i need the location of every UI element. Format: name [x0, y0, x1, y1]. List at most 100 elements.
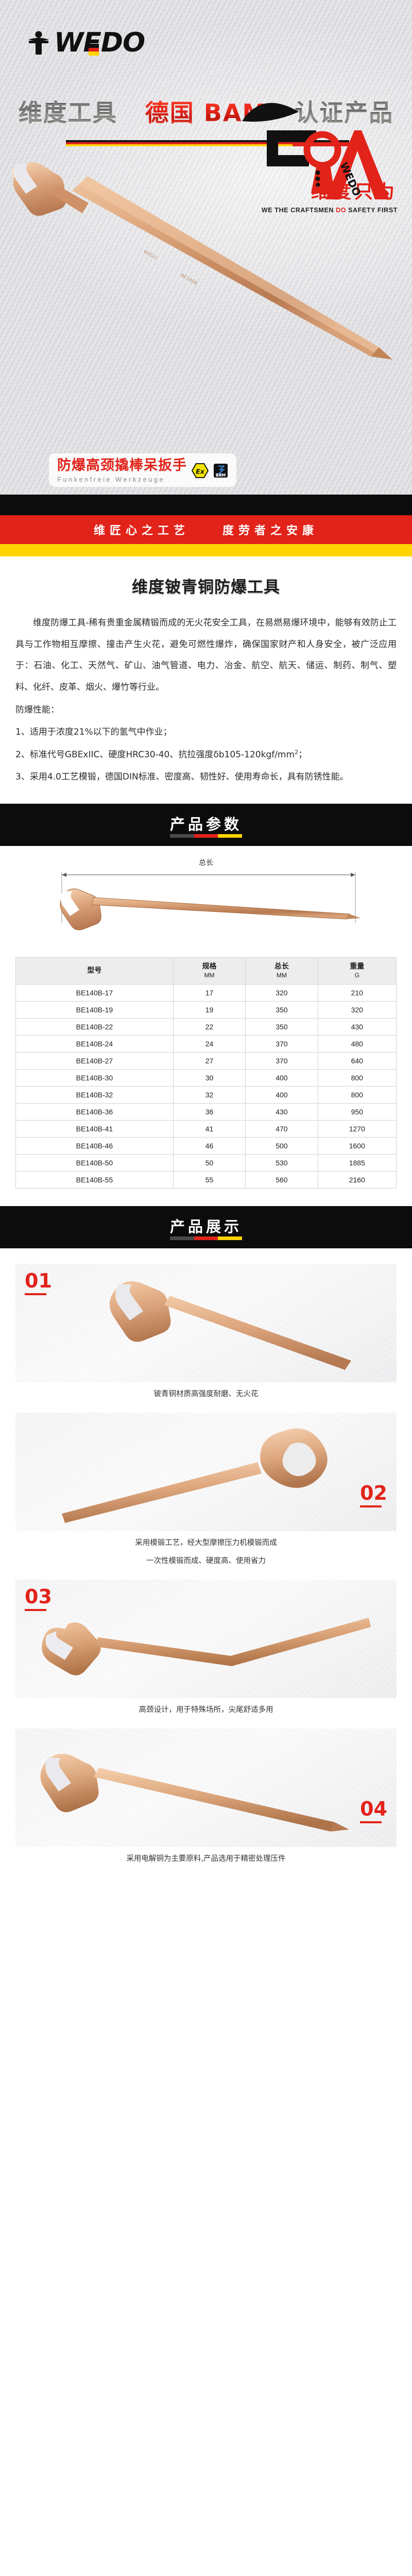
cell-size: 19: [173, 1001, 246, 1019]
th-model: 型号: [15, 957, 174, 985]
product-name-de: Funkenfreie Werkzeuge: [57, 475, 165, 483]
product-name-badge: 防爆高颈撬棒呆扳手 Funkenfreie Werkzeuge Ex BAM: [49, 453, 236, 487]
svg-text:WEDO: WEDO: [143, 249, 158, 261]
cell-model: BE140B-17: [15, 984, 174, 1002]
cell-model: BE140B-36: [15, 1103, 174, 1121]
th-weight-main: 重量: [350, 962, 365, 971]
cell-weight: 800: [317, 1069, 397, 1087]
svg-text:Ex: Ex: [196, 467, 205, 475]
svg-text:BE140B: BE140B: [180, 273, 198, 286]
headline-part-2: 认证产品: [295, 99, 394, 127]
table-row: BE140B-19 19 350 320: [15, 1001, 397, 1019]
cell-size: 36: [173, 1103, 246, 1121]
showcase-photo: 01: [15, 1264, 397, 1383]
wedo-wordmark: WEDO: [54, 27, 145, 58]
table-row: BE140B-24 24 370 480: [15, 1035, 397, 1053]
cell-model: BE140B-27: [15, 1052, 174, 1070]
banner-stripe-black: [0, 495, 412, 515]
th-weight: 重量 G: [317, 957, 397, 985]
ce-certification-watermark: [242, 103, 341, 193]
performance-item-1: 1、适用于浓度21%以下的氢气中作业；: [15, 727, 172, 738]
brand-slogan-en: WE THE CRAFTSMEN DO SAFETY FIRST: [243, 207, 398, 214]
headline-part-1: 维度工具: [18, 99, 117, 127]
cell-length: 430: [245, 1103, 318, 1121]
th-size-sub: MM: [204, 972, 215, 979]
title-ribbon: [170, 834, 243, 838]
showcase-caption: 采用电解铜为主要原料,产品选用于精密处理压件: [126, 1855, 286, 1863]
performance-item-3: 3、采用4.0工艺模锻，德国DIN标准、密度高、韧性好、使用寿命长，具有防锈性能…: [15, 772, 349, 783]
cell-model: BE140B-24: [15, 1035, 174, 1053]
bam-certification-icon: BAM: [213, 463, 228, 478]
section-title-parameters: 产品参数: [0, 804, 412, 846]
cell-model: BE140B-19: [15, 1001, 174, 1019]
spec-drawing: 总长: [0, 846, 412, 955]
performance-item-2-sup: 2: [295, 749, 299, 756]
cell-weight: 1600: [317, 1137, 397, 1155]
th-model-main: 型号: [87, 966, 102, 975]
cell-length: 370: [245, 1035, 318, 1053]
brand-logo-lockup: WEDO: [27, 29, 145, 56]
german-flag-rule: [66, 140, 349, 147]
cell-size: 41: [173, 1120, 246, 1138]
cell-size: 50: [173, 1154, 246, 1172]
cell-weight: 210: [317, 984, 397, 1002]
table-row: BE140B-41 41 470 1270: [15, 1120, 397, 1138]
cell-weight: 1270: [317, 1120, 397, 1138]
page-bottom-spacer: [0, 1865, 412, 1880]
cell-model: BE140B-30: [15, 1069, 174, 1087]
performance-label: 防爆性能：: [15, 704, 59, 715]
product-description: 维度铍青铜防爆工具 维度防爆工具-稀有贵重金属精锻而成的无火花安全工具，在易燃易…: [0, 556, 412, 804]
table-row: BE140B-17 17 320 210: [15, 984, 397, 1002]
th-weight-sub: G: [354, 972, 359, 979]
table-row: BE140B-50 50 530 1885: [15, 1154, 397, 1172]
parameters-title-text: 产品参数: [169, 816, 242, 834]
showcase-item: 02 采用模锻工艺，经大型摩擦压力机模锻而成: [15, 1413, 397, 1550]
cell-size: 17: [173, 984, 246, 1002]
table-row: BE140B-27 27 370 640: [15, 1052, 397, 1070]
brand-slogan-block: WEDO 维度只为 WE THE CRAFTSMEN DO SAFETY FIR…: [243, 130, 398, 214]
showcase-caption: 采用模锻工艺，经大型摩擦压力机模锻而成: [135, 1539, 277, 1548]
slogan-do: DO: [336, 207, 347, 214]
cell-weight: 320: [317, 1001, 397, 1019]
showcase-caption-extra: 一次性模锻而成、硬度高、使用省力: [146, 1557, 266, 1566]
cell-size: 22: [173, 1018, 246, 1036]
cell-weight: 950: [317, 1103, 397, 1121]
showcase-step-number: 04: [360, 1799, 387, 1824]
wedo-person-anvil-icon: [28, 31, 49, 55]
cell-length: 470: [245, 1120, 318, 1138]
product-showcase: 01 铍青铜材质高强度耐磨、无火花 02 采用模锻工艺，经大型摩擦压力机模锻而成 一次…: [0, 1248, 412, 1866]
th-length: 总长 MM: [245, 957, 318, 985]
showcase-step-number: 02: [360, 1483, 387, 1508]
headline-part-red: 德国 BAM: [145, 99, 267, 127]
cell-model: BE140B-46: [15, 1137, 174, 1155]
performance-item-2-text: 2、标准代号GBExIIC、硬度HRC30-40、抗拉强度δb105-120kg…: [15, 749, 295, 760]
cell-weight: 1885: [317, 1154, 397, 1172]
table-row: BE140B-55 55 560 2160: [15, 1171, 397, 1189]
step-number-underline: [25, 1293, 46, 1296]
showcase-item: 04 采用电解铜为主要原料,产品选用于精密处理压件: [15, 1728, 397, 1866]
german-flag-accent: [89, 44, 99, 56]
cell-size: 46: [173, 1137, 246, 1155]
cell-model: BE140B-50: [15, 1154, 174, 1172]
cell-length: 320: [245, 984, 318, 1002]
showcase-photo: 03: [15, 1580, 397, 1699]
th-size-main: 规格: [202, 962, 217, 971]
hero-headline: 维度工具 德国 BAM 认证产品: [0, 94, 412, 128]
showcase-photo: 04: [15, 1728, 397, 1848]
step-number-underline: [360, 1821, 382, 1824]
performance-item-2: 2、标准代号GBExIIC、硬度HRC30-40、抗拉强度δb105-120kg…: [15, 744, 397, 766]
cell-model: BE140B-22: [15, 1018, 174, 1036]
showcase-step-number: 01: [25, 1271, 52, 1296]
cell-length: 560: [245, 1171, 318, 1189]
table-body: BE140B-17 17 320 210 BE140B-19 19 350 320 BE140B…: [15, 984, 397, 1189]
step-number-underline: [360, 1505, 382, 1508]
cell-size: 32: [173, 1086, 246, 1104]
cell-weight: 2160: [317, 1171, 397, 1189]
showcase-step-number: 03: [25, 1587, 52, 1612]
cell-length: 370: [245, 1052, 318, 1070]
showcase-caption: 铍青铜材质高强度耐磨、无火花: [153, 1390, 259, 1399]
cell-length: 400: [245, 1069, 318, 1087]
showcase-title-text: 产品展示: [169, 1218, 242, 1236]
wrench-line-drawing: [60, 872, 360, 930]
cell-weight: 640: [317, 1052, 397, 1070]
